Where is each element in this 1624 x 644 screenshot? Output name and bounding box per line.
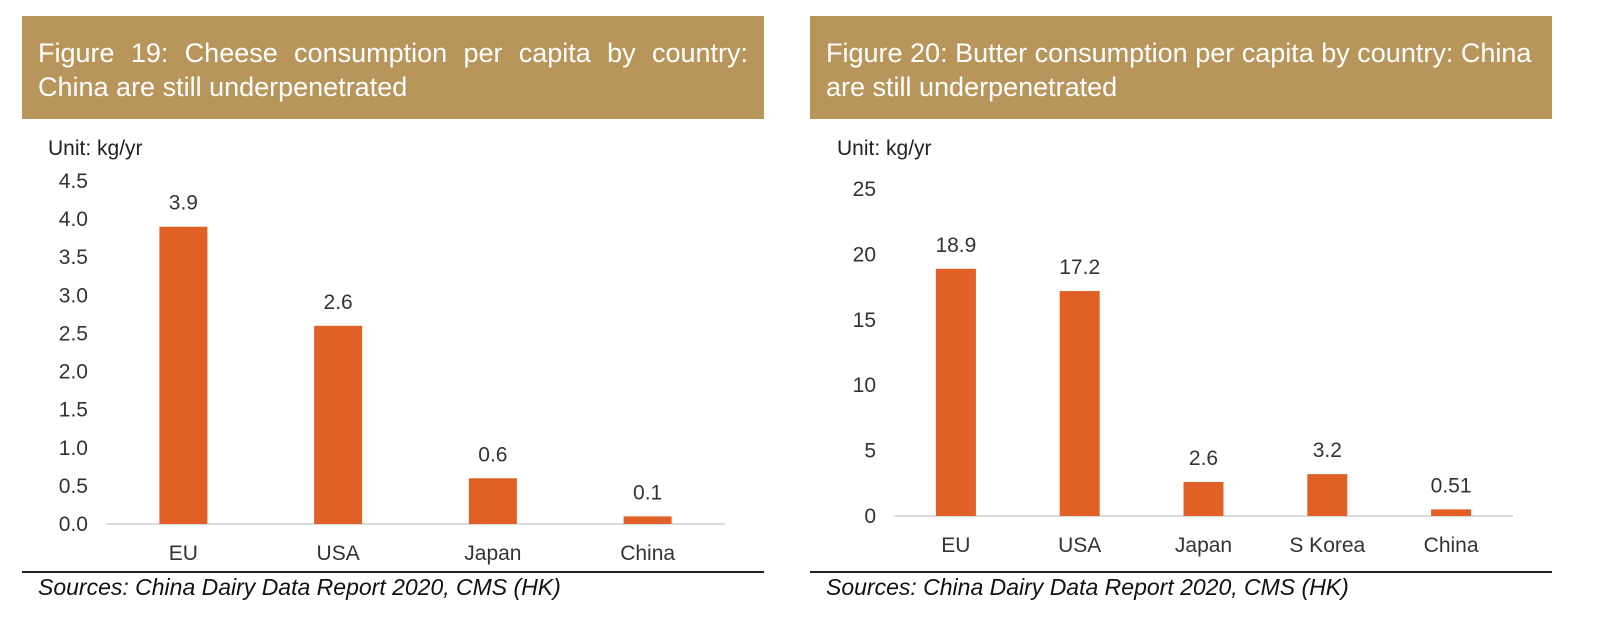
category-label: EU [941, 534, 970, 557]
category-label: Japan [1175, 534, 1232, 557]
bar-usa [314, 325, 363, 524]
data-label: 0.51 [1431, 474, 1472, 497]
data-label: 0.6 [478, 443, 507, 466]
y-tick-label: 25 [853, 178, 876, 201]
butter-bar-chart: 0 5 10 15 20 25 18.9 EU 17.2 USA 2.6 Japan 3.2 S Kore… [853, 178, 1513, 557]
data-label: 0.1 [633, 481, 662, 504]
y-tick-label: 4.0 [59, 208, 88, 231]
figure-20-source: Sources: China Dairy Data Report 2020, C… [826, 574, 1349, 600]
y-tick-label: 5 [864, 440, 876, 463]
category-label: Japan [464, 542, 521, 565]
bar-china [1431, 509, 1472, 516]
data-label: 2.6 [1189, 447, 1218, 470]
y-tick-label: 3.5 [59, 246, 88, 269]
figure-20-source-rule [810, 571, 1552, 573]
bar-japan [468, 478, 517, 524]
y-tick-label: 0 [864, 505, 876, 528]
data-label: 17.2 [1059, 256, 1100, 279]
category-label: EU [169, 542, 198, 565]
figure-19-source-rule [22, 571, 764, 573]
category-label: USA [1058, 534, 1101, 557]
figure-20-panel: Figure 20: Butter consumption per capita… [810, 0, 1552, 644]
data-label: 2.6 [324, 291, 353, 314]
figure-20-unit-label: Unit: kg/yr [837, 137, 932, 160]
y-tick-label: 1.5 [59, 399, 88, 422]
bar-s-korea [1307, 474, 1348, 516]
data-label: 18.9 [935, 234, 976, 257]
y-tick-label: 4.5 [59, 170, 88, 193]
y-tick-label: 0.0 [59, 513, 88, 536]
category-label: China [1424, 534, 1479, 557]
y-tick-label: 20 [853, 243, 876, 266]
y-tick-label: 15 [853, 309, 876, 332]
category-label: China [620, 542, 675, 565]
data-label: 3.9 [169, 192, 198, 215]
figure-19-panel: Figure 19: Cheese consumption per capita… [22, 0, 764, 644]
data-label: 3.2 [1313, 439, 1342, 462]
bar-eu [935, 268, 976, 516]
category-label: USA [317, 542, 360, 565]
figure-19-source: Sources: China Dairy Data Report 2020, C… [38, 574, 561, 600]
bar-usa [1059, 291, 1100, 516]
bar-china [623, 516, 672, 524]
figure-19-unit-label: Unit: kg/yr [48, 137, 143, 160]
y-tick-label: 2.5 [59, 322, 88, 345]
y-tick-label: 0.5 [59, 475, 88, 498]
figure-19-title: Figure 19: Cheese consumption per capita… [22, 16, 764, 119]
cheese-bar-chart: 0.0 0.5 1.0 1.5 2.0 2.5 3.0 3.5 4.0 4.5 3.9 EU 2.6 US… [59, 170, 725, 565]
bar-japan [1183, 481, 1224, 516]
figure-20-title: Figure 20: Butter consumption per capita… [810, 16, 1552, 119]
bar-eu [159, 226, 208, 524]
y-tick-label: 10 [853, 374, 876, 397]
y-tick-label: 3.0 [59, 284, 88, 307]
y-tick-label: 2.0 [59, 361, 88, 384]
y-tick-label: 1.0 [59, 437, 88, 460]
category-label: S Korea [1289, 534, 1365, 557]
